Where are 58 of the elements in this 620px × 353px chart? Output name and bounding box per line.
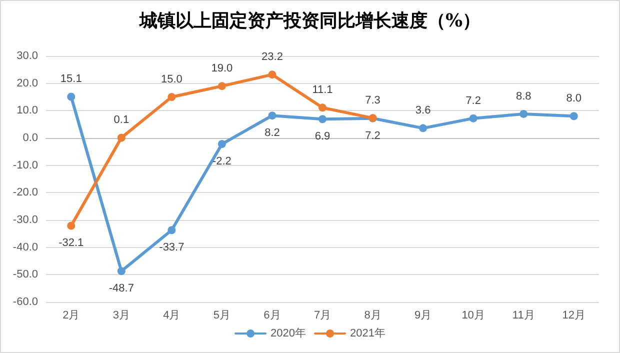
x-tick-label: 9月: [414, 310, 432, 322]
data-label: 11.1: [312, 84, 333, 96]
point: [318, 115, 326, 124]
x-tick-label: 11月: [512, 310, 535, 322]
y-tick-label: 20.0: [16, 77, 38, 90]
legend-label: 2021年: [350, 328, 386, 340]
x-tick-label: 8月: [364, 310, 382, 322]
x-tick-label: 3月: [112, 310, 130, 322]
data-label: 15.1: [60, 73, 82, 86]
point: [570, 112, 578, 120]
data-label: 19.0: [211, 62, 233, 75]
legend-label: 2020年: [270, 328, 306, 340]
point: [218, 140, 226, 148]
point: [419, 124, 428, 132]
x-tick-label: 5月: [213, 310, 231, 322]
data-label: -48.7: [108, 282, 134, 295]
point: [520, 110, 528, 118]
data-label: 7.3: [365, 94, 380, 107]
data-label: -32.1: [58, 237, 84, 250]
point: [168, 226, 176, 234]
point: [168, 93, 176, 101]
data-label: -33.7: [159, 242, 184, 254]
x-tick-label: 12月: [562, 310, 586, 322]
point: [117, 267, 126, 276]
point: [117, 134, 126, 142]
data-label: 7.2: [365, 130, 380, 142]
data-label: 0.1: [114, 114, 130, 126]
data-label: 7.2: [466, 94, 481, 107]
x-tick-label: 2月: [62, 310, 80, 322]
y-tick-label: 30.0: [16, 50, 38, 62]
x-tick-label: 4月: [163, 310, 180, 322]
y-tick-label: -10.0: [12, 159, 38, 172]
point: [218, 82, 226, 90]
data-label: 6.9: [314, 130, 330, 143]
chart-title: 城镇以上固定资产投资同比增长速度（%）: [138, 10, 481, 32]
point: [318, 104, 326, 112]
data-label: 8.0: [566, 92, 582, 105]
y-tick-label: -40.0: [12, 241, 38, 254]
data-label: 8.8: [516, 90, 532, 102]
point: [268, 70, 276, 79]
point: [67, 222, 76, 230]
x-tick-label: 10月: [462, 310, 485, 322]
y-tick-label: -50.0: [12, 268, 38, 281]
point: [67, 92, 76, 101]
data-label: 3.6: [415, 104, 431, 117]
y-tick-label: 0.0: [22, 132, 38, 144]
point: [268, 112, 276, 120]
data-label: 15.0: [160, 74, 182, 86]
data-label: 8.2: [264, 127, 280, 140]
x-tick-label: 7月: [314, 310, 332, 322]
data-label: 23.2: [262, 51, 283, 64]
y-tick-label: -30.0: [12, 214, 38, 226]
data-label: -2.2: [212, 156, 232, 168]
x-tick-label: 6月: [264, 310, 281, 322]
point: [469, 114, 478, 122]
y-tick-label: 10.0: [16, 104, 38, 117]
y-tick-label: -20.0: [12, 186, 38, 199]
y-tick-label: -60.0: [12, 296, 38, 308]
